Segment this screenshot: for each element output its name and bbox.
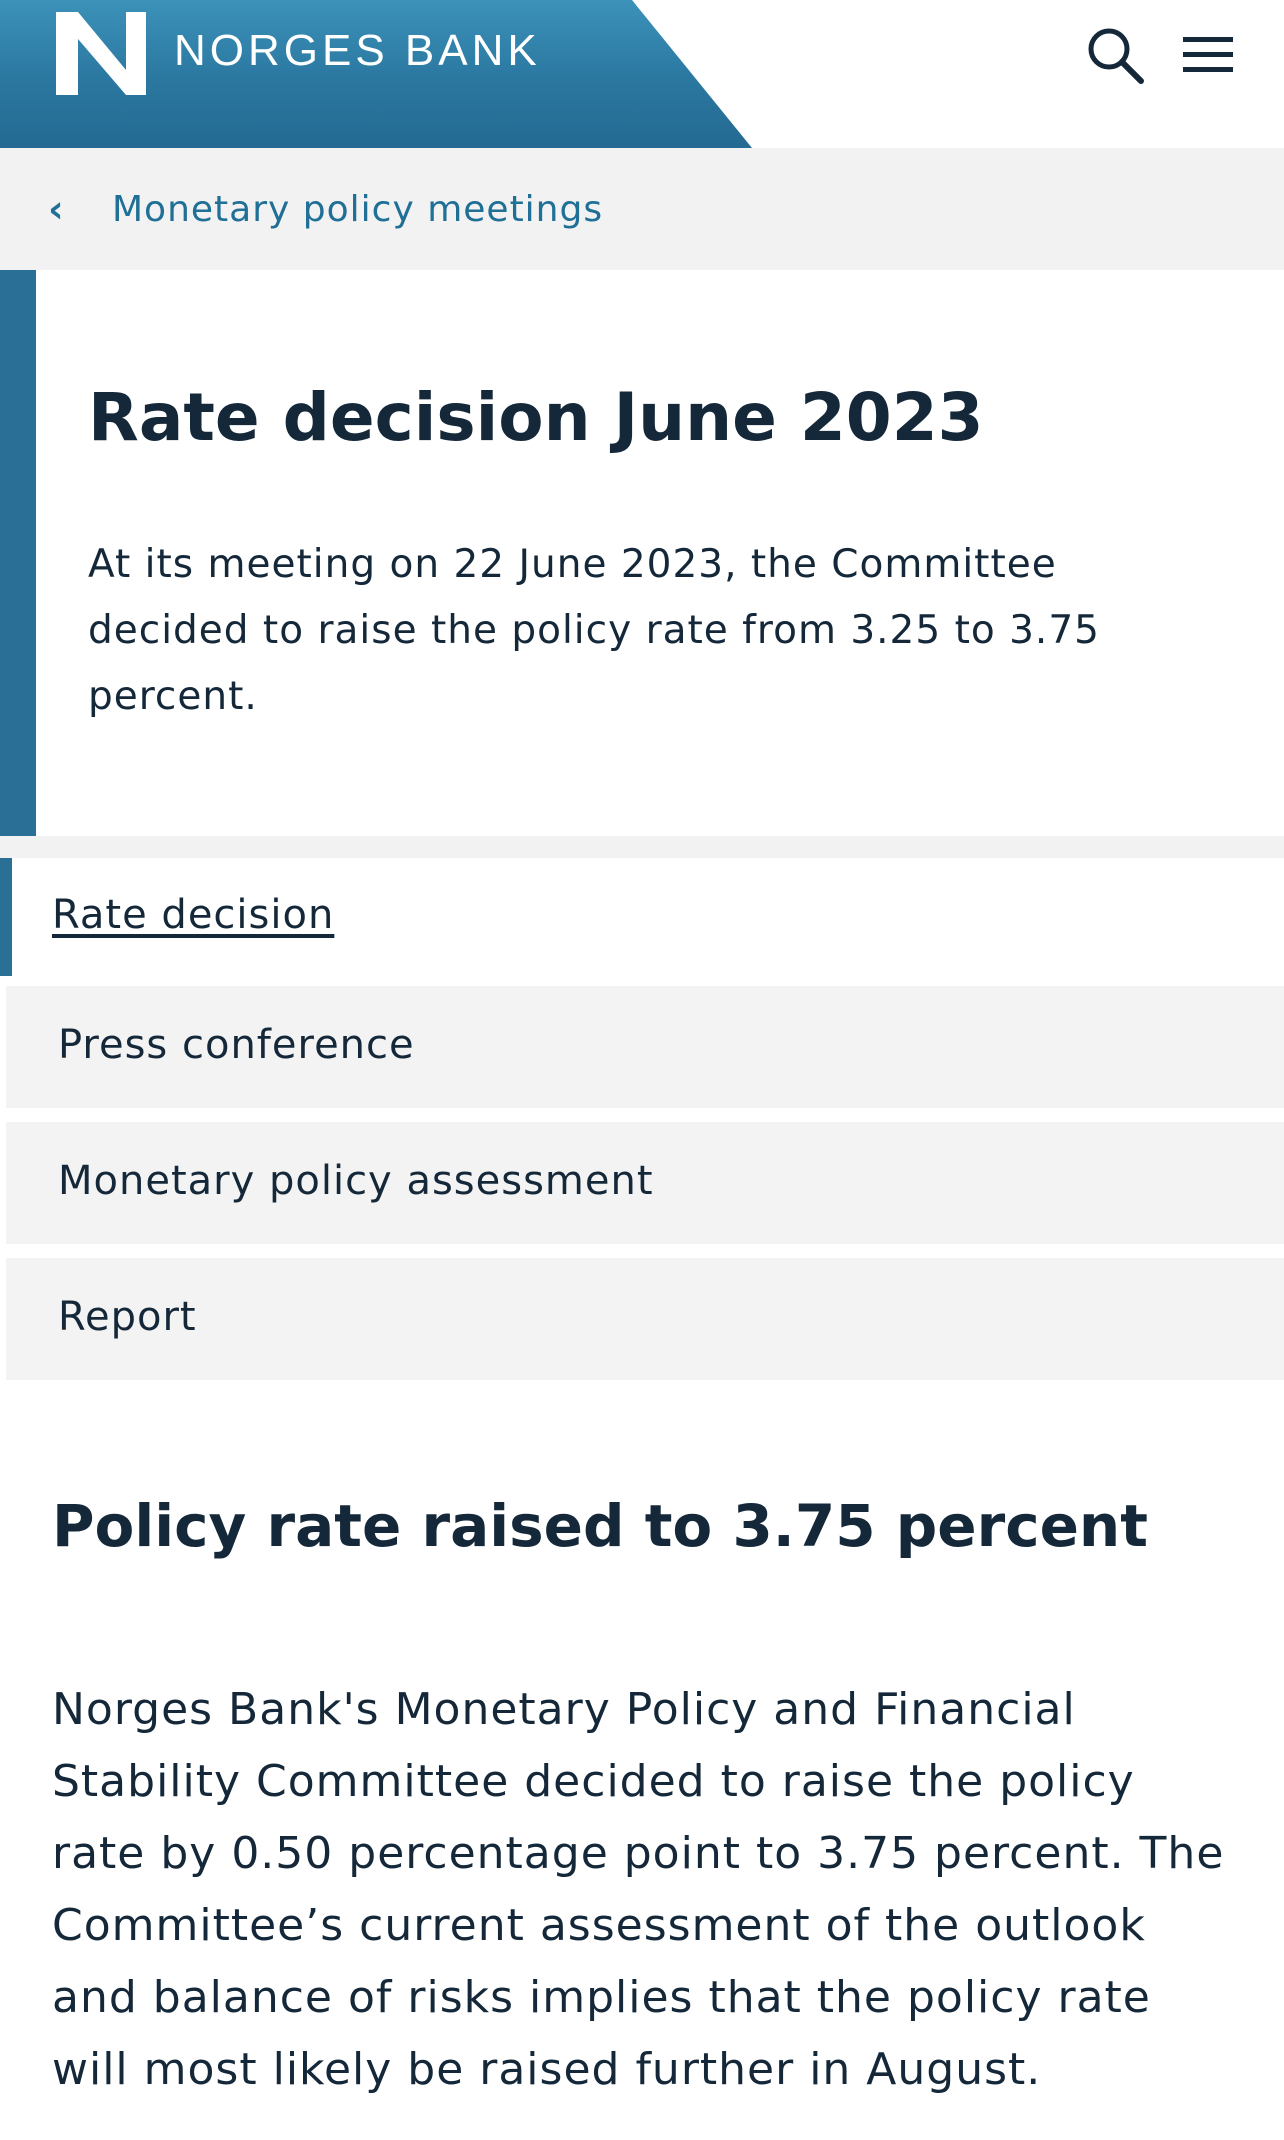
tab-monetary-policy-assessment[interactable]: Monetary policy assessment (6, 1122, 1284, 1244)
intro-lead: At its meeting on 22 June 2023, the Comm… (88, 542, 1100, 719)
tab-report-label: Report (58, 1294, 197, 1340)
tab-rate-decision-label[interactable]: Rate decision (52, 892, 335, 938)
hamburger-menu-icon (1183, 37, 1233, 72)
brand-name: NORGES BANK (174, 26, 541, 75)
intro-section: Rate decision June 2023 At its meeting o… (0, 270, 1284, 836)
page-title: Rate decision June 2023 (88, 379, 984, 456)
intro-accent-bar (0, 270, 36, 836)
breadcrumb-link-monetary-policy-meetings[interactable]: Monetary policy meetings (112, 188, 604, 230)
active-tab-marker (0, 858, 12, 976)
section-divider (0, 836, 1284, 858)
search-button[interactable] (1082, 22, 1148, 88)
tab-press-conference-label: Press conference (58, 1022, 415, 1068)
tab-monetary-policy-assessment-label: Monetary policy assessment (58, 1158, 654, 1204)
article-body: Norges Bank's Monetary Policy and Financ… (52, 1684, 1225, 2095)
search-icon (1088, 28, 1144, 84)
chevron-left-icon[interactable]: ‹ (48, 187, 64, 231)
site-header: NORGES BANK (0, 0, 1284, 148)
norges-bank-logo-icon (56, 12, 146, 95)
tab-report[interactable]: Report (6, 1258, 1284, 1380)
menu-button[interactable] (1175, 22, 1241, 88)
tab-press-conference[interactable]: Press conference (6, 986, 1284, 1108)
breadcrumb: ‹ Monetary policy meetings (0, 148, 1284, 270)
article-heading: Policy rate raised to 3.75 percent (52, 1492, 1148, 1560)
brand-banner[interactable]: NORGES BANK (0, 0, 752, 148)
tab-rate-decision[interactable]: Rate decision (0, 858, 1284, 976)
